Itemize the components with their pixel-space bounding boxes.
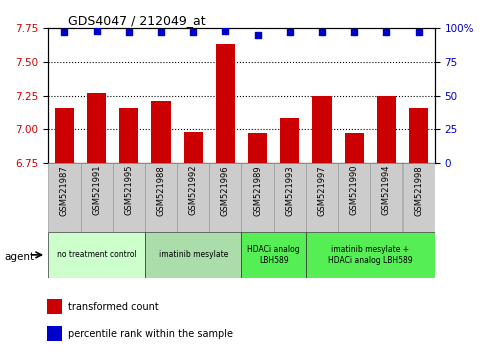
- Bar: [216, 45, 235, 163]
- Bar: [151, 101, 170, 163]
- Bar: [338, 163, 370, 232]
- Bar: [248, 133, 267, 163]
- Bar: [55, 108, 74, 163]
- Text: GSM521991: GSM521991: [92, 165, 101, 216]
- Point: [93, 28, 100, 34]
- Bar: [306, 163, 338, 232]
- Bar: [280, 119, 299, 163]
- Bar: [306, 232, 435, 278]
- Bar: [344, 133, 364, 163]
- Bar: [87, 93, 106, 163]
- Bar: [184, 132, 203, 163]
- Text: imatinib mesylate: imatinib mesylate: [158, 250, 228, 259]
- Point: [415, 29, 423, 35]
- Bar: [48, 232, 145, 278]
- Text: GSM521996: GSM521996: [221, 165, 230, 216]
- Text: GSM521994: GSM521994: [382, 165, 391, 216]
- Text: GSM521993: GSM521993: [285, 165, 294, 216]
- Text: percentile rank within the sample: percentile rank within the sample: [69, 329, 233, 339]
- Text: GSM521995: GSM521995: [124, 165, 133, 216]
- Bar: [242, 232, 306, 278]
- Bar: [377, 96, 396, 163]
- Text: agent: agent: [5, 252, 35, 262]
- Bar: [274, 163, 306, 232]
- Bar: [402, 163, 435, 232]
- Text: HDACi analog
LBH589: HDACi analog LBH589: [247, 245, 300, 264]
- Bar: [313, 96, 332, 163]
- Text: imatinib mesylate +
HDACi analog LBH589: imatinib mesylate + HDACi analog LBH589: [328, 245, 412, 264]
- Point: [222, 28, 229, 34]
- Point: [350, 29, 358, 35]
- Text: transformed count: transformed count: [69, 302, 159, 312]
- Text: GSM521998: GSM521998: [414, 165, 423, 216]
- Bar: [177, 163, 209, 232]
- Point: [60, 29, 68, 35]
- Bar: [48, 163, 81, 232]
- Bar: [209, 163, 242, 232]
- Bar: [409, 108, 428, 163]
- Bar: [242, 163, 274, 232]
- Bar: [47, 326, 62, 341]
- Text: GSM521992: GSM521992: [189, 165, 198, 216]
- Bar: [81, 163, 113, 232]
- Text: no treatment control: no treatment control: [57, 250, 137, 259]
- Point: [318, 29, 326, 35]
- Point: [157, 29, 165, 35]
- Bar: [370, 163, 402, 232]
- Text: GSM521988: GSM521988: [156, 165, 166, 216]
- Point: [383, 29, 390, 35]
- Bar: [145, 232, 242, 278]
- Text: GSM521989: GSM521989: [253, 165, 262, 216]
- Point: [125, 29, 133, 35]
- Bar: [119, 108, 139, 163]
- Point: [254, 32, 261, 38]
- Text: GDS4047 / 212049_at: GDS4047 / 212049_at: [68, 14, 205, 27]
- Bar: [113, 163, 145, 232]
- Text: GSM521997: GSM521997: [317, 165, 327, 216]
- Point: [286, 29, 294, 35]
- Point: [189, 29, 197, 35]
- Text: GSM521990: GSM521990: [350, 165, 359, 216]
- Bar: [47, 299, 62, 314]
- Text: GSM521987: GSM521987: [60, 165, 69, 216]
- Bar: [145, 163, 177, 232]
